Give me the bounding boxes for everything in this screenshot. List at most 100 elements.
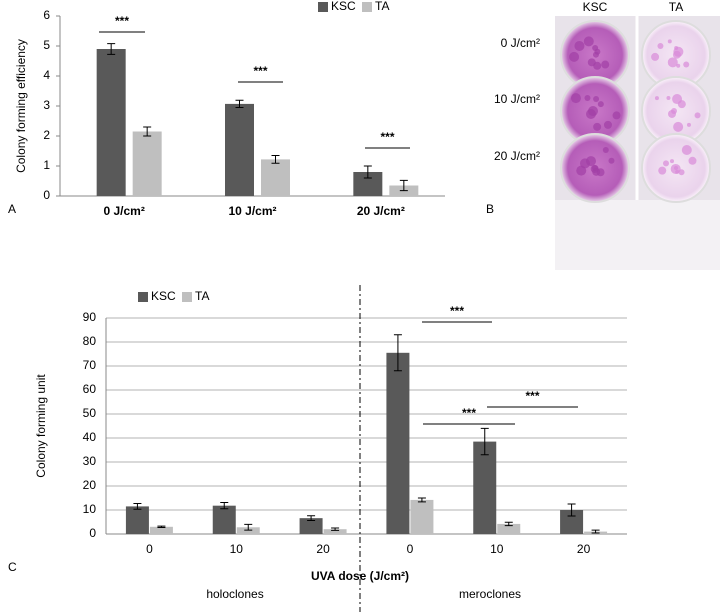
y-tick-label: 2	[43, 128, 50, 142]
y-tick-label: 90	[83, 310, 97, 324]
y-tick-label: 30	[83, 454, 97, 468]
photo-row-label: 0 J/cm²	[501, 36, 540, 50]
x-tick-label: 20	[577, 542, 591, 556]
photo-column-label: TA	[669, 0, 683, 14]
legend-label: TA	[195, 289, 209, 303]
significance-label: ***	[115, 14, 129, 28]
colony	[570, 93, 581, 104]
colony	[666, 96, 671, 101]
colony	[669, 159, 674, 164]
bar	[212, 505, 236, 534]
y-tick-label: 40	[83, 430, 97, 444]
x-tick-label: 20 J/cm²	[357, 204, 405, 218]
legend-swatch	[362, 2, 372, 12]
bar	[125, 506, 149, 534]
error-bar	[271, 155, 280, 164]
significance-label: ***	[525, 389, 539, 403]
y-tick-label: 0	[43, 188, 50, 202]
group-label: holoclones	[206, 587, 263, 601]
significance-label: ***	[380, 130, 394, 144]
colony	[694, 112, 701, 119]
panel-label: B	[486, 202, 494, 216]
error-bar	[244, 523, 253, 531]
photo-row-label: 20 J/cm²	[494, 149, 540, 163]
colony	[574, 40, 585, 51]
x-tick-label: 0	[146, 542, 153, 556]
colony	[672, 50, 681, 59]
photo-reflection	[555, 200, 720, 270]
bar	[149, 526, 173, 534]
panel-label: A	[8, 202, 16, 216]
legend-swatch	[318, 2, 328, 12]
colony	[667, 39, 672, 44]
colony	[677, 100, 686, 109]
legend-label: KSC	[331, 0, 356, 13]
colony	[681, 145, 692, 156]
colony	[670, 163, 681, 174]
x-tick-label: 10 J/cm²	[228, 204, 276, 218]
bar	[410, 499, 434, 534]
legend-label: KSC	[151, 289, 176, 303]
colony	[676, 63, 681, 68]
bar	[497, 523, 521, 534]
bar	[299, 518, 323, 534]
error-bar	[331, 527, 340, 531]
y-tick-label: 5	[43, 38, 50, 52]
bar	[225, 103, 254, 196]
y-tick-label: 80	[83, 334, 97, 348]
y-tick-label: 6	[43, 8, 50, 22]
bar	[386, 352, 410, 534]
bar	[132, 131, 162, 196]
colony	[602, 147, 609, 154]
bar	[560, 510, 584, 534]
legend-label: TA	[375, 0, 389, 13]
bar	[261, 159, 290, 196]
legend-swatch	[138, 292, 148, 302]
x-axis-title: UVA dose (J/cm²)	[311, 569, 409, 583]
colony	[658, 166, 667, 175]
x-tick-label: 10	[230, 542, 244, 556]
colony	[651, 52, 660, 61]
colony	[593, 122, 602, 131]
colony	[612, 111, 621, 120]
bar	[323, 529, 347, 534]
y-axis-title: Colony forming efficiency	[14, 39, 28, 173]
error-bar	[504, 521, 513, 527]
colony	[601, 60, 610, 69]
bar	[96, 49, 126, 196]
panel-label: C	[8, 560, 17, 574]
x-tick-label: 0 J/cm²	[103, 204, 144, 218]
error-bar	[480, 427, 489, 456]
y-tick-label: 3	[43, 98, 50, 112]
y-axis-title: Colony forming unit	[34, 374, 48, 478]
colony	[588, 106, 599, 117]
colony	[662, 160, 669, 167]
y-tick-label: 4	[43, 68, 50, 82]
colony	[654, 96, 659, 101]
y-tick-label: 0	[89, 526, 96, 540]
colony	[671, 108, 678, 115]
colony	[592, 51, 599, 58]
error-bar	[107, 43, 116, 55]
significance-label: ***	[450, 304, 464, 318]
legend-swatch	[182, 292, 192, 302]
x-tick-label: 0	[407, 542, 414, 556]
x-tick-label: 10	[490, 542, 504, 556]
error-bar	[399, 179, 408, 192]
colony	[593, 96, 600, 103]
x-tick-label: 20	[316, 542, 330, 556]
error-bar	[417, 497, 426, 503]
colony	[569, 51, 580, 62]
photo-row-label: 10 J/cm²	[494, 92, 540, 106]
y-tick-label: 60	[83, 382, 97, 396]
colony	[603, 120, 612, 129]
significance-label: ***	[253, 64, 267, 78]
y-tick-label: 70	[83, 358, 97, 372]
error-bar	[157, 525, 166, 529]
error-bar	[307, 515, 316, 522]
colony	[585, 156, 596, 167]
colony	[590, 164, 599, 173]
colony	[583, 36, 594, 47]
error-bar	[591, 529, 600, 534]
